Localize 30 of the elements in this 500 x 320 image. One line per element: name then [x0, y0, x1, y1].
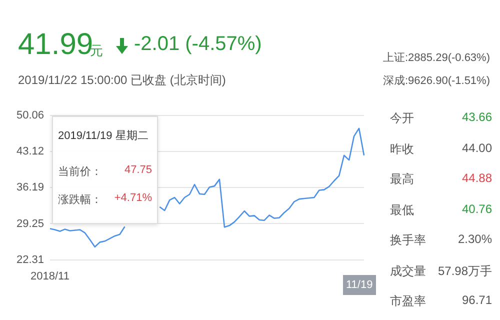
x-tick-label: 2018/11: [30, 270, 70, 282]
text: 43.66: [462, 110, 492, 124]
annotation: +4.71%: [114, 192, 152, 204]
text: 最低: [390, 202, 414, 218]
text: 上证:2885.29(-0.63%): [383, 51, 490, 65]
text: -2.01 (-4.57%): [134, 33, 262, 56]
y-tick-label: 43.12: [16, 146, 44, 158]
text: 昨收: [390, 140, 414, 158]
text: 换手率: [390, 232, 426, 249]
annotation: 2019/11/19 星期二: [58, 129, 148, 143]
text: 57.98万手: [438, 262, 492, 280]
y-tick-label: 22.31: [16, 254, 44, 266]
annotation: 当前价：: [58, 165, 102, 179]
text: 2.30%: [458, 232, 492, 246]
annotation: 涨跌幅：: [58, 193, 102, 207]
text: 2019/11/22 15:00:00 已收盘 (北京时间): [18, 72, 226, 89]
text: 深成:9626.90(-1.51%): [383, 74, 490, 88]
text: 成交量: [390, 262, 426, 280]
y-tick-label: 29.25: [16, 218, 44, 230]
text: 今开: [390, 110, 414, 127]
text: 11/19: [343, 275, 376, 295]
y-tick-label: 36.19: [16, 182, 44, 194]
y-tick-label: 50.06: [16, 110, 44, 122]
annotation: 47.75: [124, 164, 152, 176]
text: 44.88: [462, 171, 492, 185]
text: 96.71: [462, 293, 492, 307]
text: 市盈率: [390, 293, 426, 310]
text: 最高: [390, 171, 414, 188]
text: 40.76: [462, 202, 492, 216]
text: 44.00: [462, 140, 492, 154]
